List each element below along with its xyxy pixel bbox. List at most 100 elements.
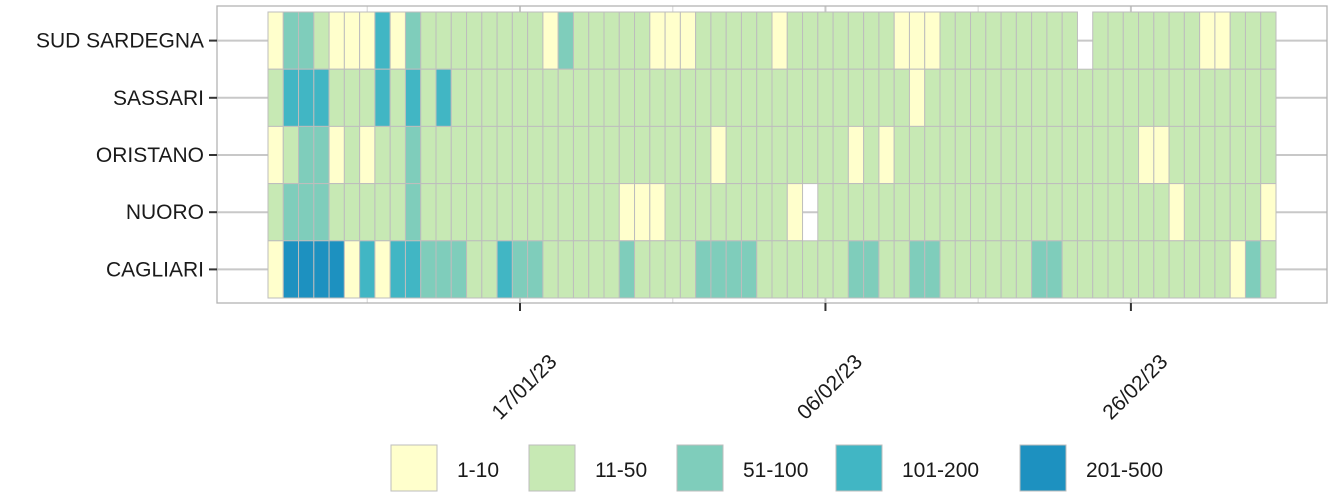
heatmap-cell	[1076, 183, 1094, 242]
heatmap-cell	[725, 11, 742, 70]
legend-key	[676, 444, 724, 492]
heatmap-cell	[1260, 11, 1277, 70]
heatmap-cell	[542, 125, 559, 185]
heatmap-cell	[404, 183, 422, 242]
heatmap-cell	[1000, 11, 1017, 70]
heatmap-cell	[481, 125, 498, 185]
heatmap-cell	[634, 183, 651, 242]
heatmap-cell	[985, 125, 1002, 185]
heatmap-cell	[695, 125, 712, 185]
heatmap-cell	[786, 240, 804, 299]
heatmap-cell	[756, 240, 773, 299]
heatmap-cell	[511, 183, 529, 242]
heatmap-cell	[542, 68, 559, 127]
heatmap-cell	[786, 125, 804, 185]
y-tick-label: CAGLIARI	[106, 258, 204, 281]
heatmap-cell	[527, 11, 544, 70]
heatmap-cell	[1229, 68, 1246, 127]
heatmap-cell	[450, 240, 468, 299]
heatmap-cell	[466, 183, 483, 242]
heatmap-cell	[1015, 183, 1033, 242]
legend-key	[1019, 444, 1067, 492]
heatmap-cell	[939, 68, 956, 127]
heatmap-cell	[1168, 68, 1185, 127]
heatmap-cell	[710, 240, 727, 299]
heatmap-cell	[1183, 68, 1201, 127]
heatmap-cell	[817, 125, 834, 185]
heatmap-cell	[435, 183, 452, 242]
heatmap-cell	[618, 68, 636, 127]
heatmap-cell	[985, 240, 1002, 299]
heatmap-cell	[1138, 183, 1155, 242]
heatmap-cell	[679, 183, 697, 242]
heatmap-cell	[1107, 183, 1124, 242]
heatmap-cell	[634, 125, 651, 185]
heatmap-cell	[786, 11, 804, 70]
heatmap-cell	[1153, 240, 1170, 299]
heatmap-cell	[802, 11, 819, 70]
heatmap-cell	[313, 68, 330, 127]
heatmap-cell	[725, 125, 742, 185]
heatmap-cell	[267, 68, 284, 127]
heatmap-cell	[1061, 11, 1078, 70]
legend-label: 51-100	[743, 459, 808, 482]
heatmap-cell	[725, 68, 742, 127]
heatmap-cell	[878, 240, 895, 299]
heatmap-cell	[924, 68, 941, 127]
heatmap-cell	[771, 240, 788, 299]
heatmap-cell	[298, 11, 315, 70]
heatmap-cell	[603, 125, 620, 185]
heatmap-cell	[1092, 68, 1109, 127]
heatmap-cell	[328, 125, 345, 185]
heatmap-cell	[1183, 11, 1201, 70]
heatmap-cell	[328, 68, 345, 127]
heatmap-cell	[939, 11, 956, 70]
heatmap-cell	[572, 11, 590, 70]
heatmap-cell	[1092, 183, 1109, 242]
heatmap-cell	[832, 11, 849, 70]
heatmap-cell	[1122, 68, 1140, 127]
heatmap-cell	[954, 183, 972, 242]
heatmap-cell	[817, 183, 834, 242]
heatmap-cell	[404, 11, 422, 70]
heatmap-cell	[924, 11, 941, 70]
heatmap-cell	[557, 11, 574, 70]
heatmap-cell	[1107, 11, 1124, 70]
heatmap-cell	[1046, 240, 1063, 299]
heatmap-cell	[649, 240, 666, 299]
heatmap-cell	[710, 183, 727, 242]
heatmap-cell	[1092, 240, 1109, 299]
legend-key	[835, 444, 883, 492]
heatmap-cell	[282, 240, 300, 299]
heatmap-cell	[466, 68, 483, 127]
heatmap-cell	[817, 240, 834, 299]
heatmap-cell	[542, 183, 559, 242]
heatmap-cell	[1000, 125, 1017, 185]
heatmap-cell	[481, 68, 498, 127]
heatmap-cell	[970, 240, 987, 299]
heatmap-cell	[863, 240, 880, 299]
heatmap-cell	[740, 240, 758, 299]
heatmap-cell	[1260, 68, 1277, 127]
heatmap-cell	[771, 11, 788, 70]
heatmap-cell	[1061, 68, 1078, 127]
heatmap-cell	[527, 68, 544, 127]
heatmap-cell	[1214, 68, 1231, 127]
heatmap-cell	[298, 240, 315, 299]
heatmap-cell	[481, 240, 498, 299]
heatmap-cell	[374, 11, 391, 70]
heatmap-cell	[328, 183, 345, 242]
heatmap-cell	[1229, 11, 1246, 70]
heatmap-cell	[954, 68, 972, 127]
heatmap-cell	[649, 125, 666, 185]
heatmap-cell	[618, 183, 636, 242]
heatmap-cell	[1122, 11, 1140, 70]
heatmap-cell	[542, 240, 559, 299]
heatmap-cell	[603, 68, 620, 127]
heatmap-cell	[1153, 11, 1170, 70]
legend-label: 101-200	[902, 459, 979, 482]
heatmap-cell	[847, 240, 865, 299]
heatmap-cell	[450, 68, 468, 127]
heatmap-cell	[572, 125, 590, 185]
heatmap-cell	[710, 68, 727, 127]
